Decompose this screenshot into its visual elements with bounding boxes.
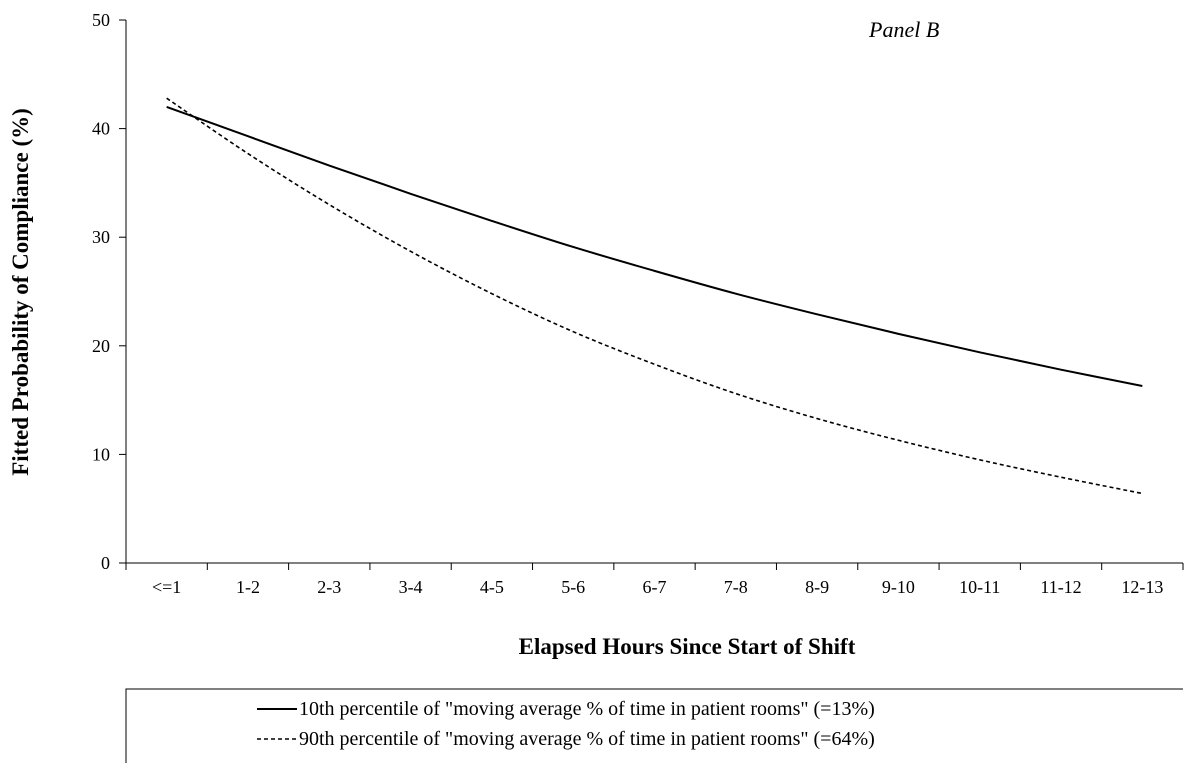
x-tick-label: 7-8 [724, 577, 748, 597]
x-tick-label: 12-13 [1121, 577, 1163, 597]
x-tick-label: 2-3 [317, 577, 341, 597]
legend: 10th percentile of "moving average % of … [125, 688, 1183, 763]
x-tick-label: 4-5 [480, 577, 504, 597]
x-tick-label: 10-11 [959, 577, 1000, 597]
x-tick-label: 5-6 [561, 577, 585, 597]
legend-label-p10: 10th percentile of "moving average % of … [299, 698, 875, 720]
x-tick-label: 6-7 [643, 577, 667, 597]
x-axis-title: Elapsed Hours Since Start of Shift [519, 634, 856, 659]
series-line-p10 [166, 105, 1143, 387]
y-tick-label: 30 [92, 227, 110, 247]
y-tick-label: 20 [92, 336, 110, 356]
x-axis: <=1 1-2 2-3 3-4 4-5 5-6 6-7 7-8 8-9 9-10 10-11 11-1… [125, 562, 1184, 597]
legend-label-p90: 90th percentile of "moving average % of … [299, 728, 875, 750]
x-tick-label: 9-10 [882, 577, 915, 597]
y-tick-label: 10 [92, 444, 110, 464]
x-tick-label: 3-4 [399, 577, 423, 597]
series-line-p90 [166, 97, 1143, 495]
y-axis: 0 10 20 30 40 50 [92, 10, 127, 573]
legend-border [125, 688, 1183, 763]
y-tick-label: 40 [92, 119, 110, 139]
x-tick-label: 11-12 [1040, 577, 1081, 597]
x-tick-label: 8-9 [805, 577, 829, 597]
panel-annotation: Panel B [868, 17, 939, 42]
y-tick-label: 50 [92, 10, 110, 30]
x-tick-label: 1-2 [236, 577, 260, 597]
y-tick-label: 0 [101, 553, 110, 573]
y-axis-title: Fitted Probability of Compliance (%) [8, 108, 33, 476]
series-layer [166, 97, 1143, 495]
x-tick-label: <=1 [152, 577, 181, 597]
